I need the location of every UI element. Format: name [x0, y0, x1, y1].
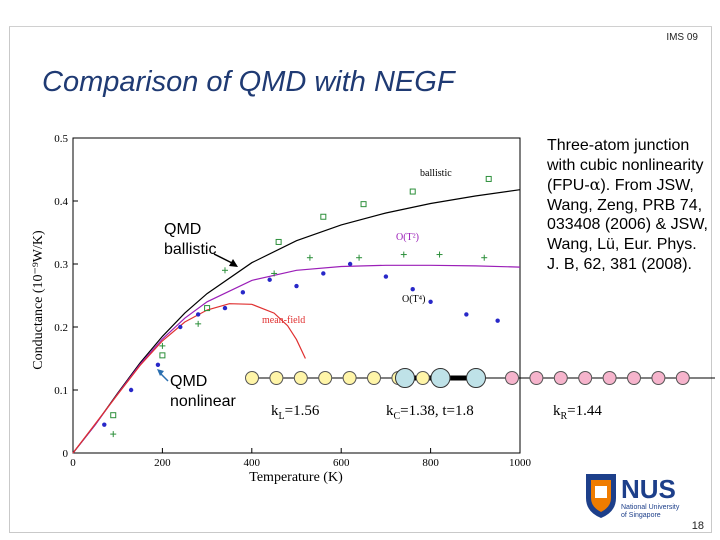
x-axis-label: Temperature (K)	[249, 470, 343, 485]
right-lead-atom	[553, 371, 568, 385]
point-negf	[383, 274, 389, 279]
point-negf	[321, 271, 326, 276]
chart-curves	[72, 189, 521, 454]
alpha-symbol: α	[589, 175, 601, 195]
central-atom	[430, 368, 451, 388]
series-o-t--line	[72, 264, 521, 454]
label-ot2: O(T²)	[396, 232, 419, 243]
point-negf	[495, 318, 500, 323]
point-qmd-nonlinear	[436, 251, 443, 258]
point-negf	[195, 312, 201, 317]
point-negf	[347, 261, 353, 267]
x-tick-label: 800	[422, 457, 439, 469]
page-number: 18	[691, 520, 704, 532]
y-axis-label: Conductance (10⁻⁹W/K)	[31, 230, 46, 370]
axis-ticks: 0 200 400 600 800 1000 0 0.1 0.2 0.3 0.4 0.5	[54, 133, 531, 469]
y-tick-label: 0.5	[54, 133, 68, 145]
left-lead-atom	[367, 371, 381, 385]
k-right-value: kR=1.44	[553, 403, 602, 422]
right-lead-atom	[651, 371, 666, 385]
point-qmd-nonlinear	[195, 320, 202, 327]
point-qmd-ballistic	[110, 412, 117, 419]
nus-crest-icon: NUS National University of Singapore	[586, 474, 680, 519]
point-negf	[178, 324, 183, 330]
point-negf	[155, 362, 161, 367]
slide-tag: IMS 09	[666, 32, 698, 43]
plot-frame	[72, 137, 521, 454]
series-mean-field-line	[72, 303, 306, 454]
y-tick-label: 0.1	[54, 385, 68, 397]
annotation-qmd-nonlinear: QMD nonlinear	[170, 373, 236, 410]
left-lead-atom	[245, 371, 259, 385]
point-negf	[410, 287, 415, 292]
description-text: Three-atom junction with cubic nonlinear…	[547, 137, 708, 273]
svg-text:of Singapore: of Singapore	[621, 512, 661, 519]
k-center-value: kC=1.38, t=1.8	[386, 403, 474, 422]
point-qmd-nonlinear	[271, 270, 278, 277]
point-qmd-nonlinear	[400, 251, 407, 258]
chart-markers	[102, 175, 500, 438]
left-lead-atom	[342, 371, 357, 385]
k-left-value: kL=1.56	[271, 403, 320, 422]
point-negf	[428, 299, 433, 304]
right-lead-atom	[675, 371, 690, 385]
point-qmd-ballistic	[409, 188, 416, 195]
annotation-qmd-ballistic: QMD ballistic	[164, 221, 217, 258]
slide-title: Comparison of QMD with NEGF	[42, 66, 455, 98]
right-lead-atom	[529, 371, 544, 385]
point-negf	[102, 422, 107, 427]
x-tick-label: 1000	[509, 457, 532, 469]
right-lead-atom	[578, 371, 593, 385]
point-qmd-nonlinear	[306, 254, 313, 261]
point-negf	[240, 290, 246, 295]
point-qmd-ballistic	[275, 238, 282, 245]
central-atom	[395, 368, 415, 388]
ballistic-arrow-icon	[213, 253, 238, 267]
point-negf	[222, 305, 228, 311]
y-tick-label: 0.3	[54, 259, 68, 271]
y-tick-label: 0.4	[54, 196, 68, 208]
left-lead-atom	[415, 371, 430, 385]
y-tick-label: 0	[63, 448, 69, 460]
left-lead-atom	[318, 371, 333, 385]
point-qmd-nonlinear	[481, 254, 488, 261]
point-qmd-nonlinear	[356, 254, 363, 261]
point-qmd-nonlinear	[221, 267, 228, 274]
svg-text:NUS: NUS	[621, 474, 676, 504]
label-ballistic: ballistic	[420, 168, 452, 179]
point-negf	[267, 277, 272, 282]
point-negf	[294, 283, 299, 289]
label-meanfield: mean-field	[262, 315, 305, 326]
left-lead-atom	[269, 371, 284, 385]
x-tick-label: 600	[333, 457, 350, 469]
x-tick-label: 400	[244, 457, 261, 469]
nus-logo: NUS National University of Singapore	[583, 470, 703, 520]
point-qmd-ballistic	[320, 213, 327, 220]
y-tick-label: 0.2	[54, 322, 68, 334]
nonlinear-arrow-icon	[157, 369, 169, 382]
point-qmd-ballistic	[204, 305, 211, 312]
point-negf	[464, 312, 469, 317]
point-qmd-nonlinear	[110, 431, 117, 438]
point-negf	[128, 387, 134, 393]
right-lead-atom	[602, 371, 617, 385]
right-lead-atom	[505, 371, 519, 385]
point-qmd-ballistic	[159, 352, 166, 359]
x-tick-label: 0	[70, 457, 76, 469]
header-bar	[9, 10, 712, 27]
atom-chain	[245, 368, 690, 388]
x-tick-label: 200	[154, 457, 171, 469]
slide-frame	[9, 10, 712, 533]
left-lead-atom	[293, 371, 308, 385]
point-qmd-ballistic	[485, 175, 492, 182]
central-atom	[466, 368, 486, 388]
right-lead-atom	[627, 371, 641, 385]
label-ot4: O(T⁴)	[402, 294, 425, 305]
point-qmd-ballistic	[360, 201, 367, 208]
point-qmd-nonlinear	[159, 342, 166, 349]
svg-text:National University: National University	[621, 504, 680, 511]
